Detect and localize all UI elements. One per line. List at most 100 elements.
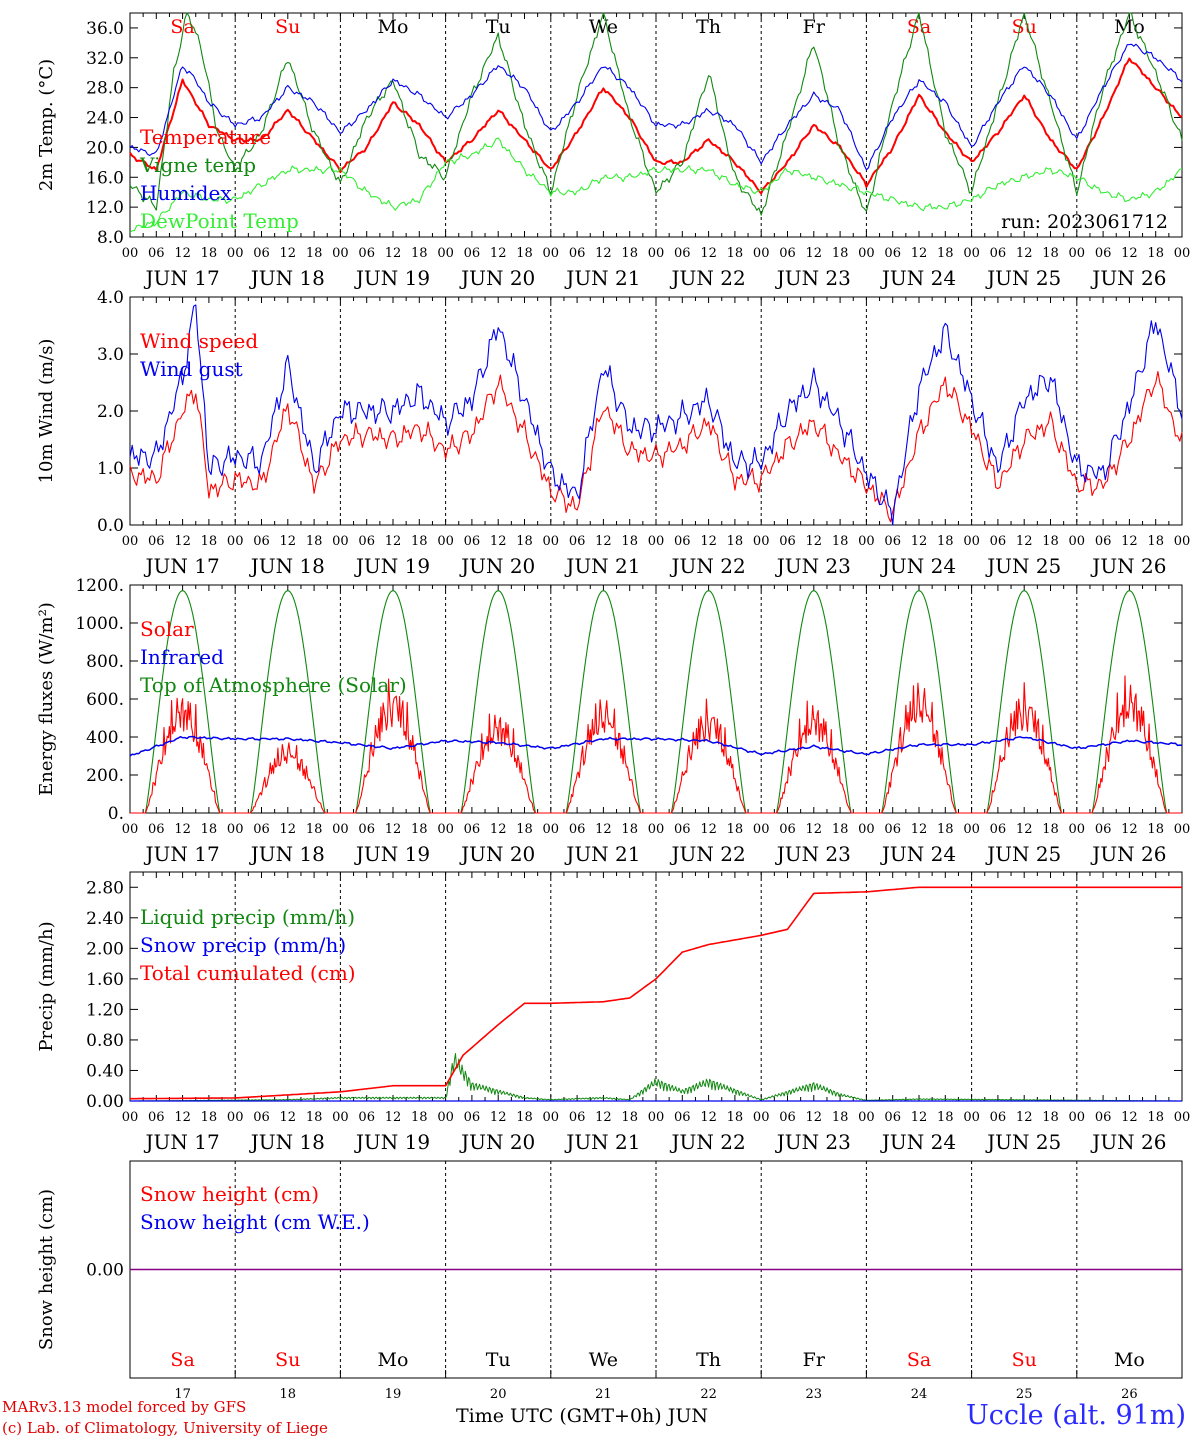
y-tick-label: 1.0 xyxy=(97,459,124,479)
day-label: JUN 26 xyxy=(1090,842,1166,866)
hour-tick-label: 12 xyxy=(911,534,928,549)
hour-tick-label: 06 xyxy=(464,1110,481,1125)
day-number-label: 20 xyxy=(490,1387,507,1400)
hour-tick-label: 18 xyxy=(306,246,323,261)
hour-tick-label: 12 xyxy=(700,246,717,261)
legend-entry: Infrared xyxy=(140,645,224,669)
day-label: JUN 25 xyxy=(985,554,1061,578)
y-tick-label: 800. xyxy=(86,652,124,672)
hour-tick-label: 12 xyxy=(700,1110,717,1125)
hour-tick-label: 18 xyxy=(832,1110,849,1125)
station-label: Uccle (alt. 91m) xyxy=(966,1400,1186,1431)
legend-entry: Total cumulated (cm) xyxy=(140,961,356,985)
hour-tick-label: 18 xyxy=(411,246,428,261)
hour-tick-label: 06 xyxy=(1095,822,1112,837)
day-label: JUN 23 xyxy=(775,266,851,290)
weekday-label-bottom: Mo xyxy=(378,1349,409,1371)
hour-tick-label: 00 xyxy=(963,246,980,261)
day-label: JUN 22 xyxy=(670,1130,746,1154)
series-green-line xyxy=(129,12,1183,216)
day-label: JUN 21 xyxy=(564,842,640,866)
y-axis-label: 10m Wind (m/s) xyxy=(36,339,57,484)
hour-tick-label: 12 xyxy=(806,1110,823,1125)
legend-entry: Humidex xyxy=(140,181,232,205)
y-tick-label: 1000. xyxy=(75,614,124,634)
hour-tick-label: 00 xyxy=(858,1110,875,1125)
day-label: JUN 22 xyxy=(670,266,746,290)
day-label: JUN 25 xyxy=(985,266,1061,290)
hour-tick-label: 00 xyxy=(753,246,770,261)
hour-tick-label: 00 xyxy=(227,822,244,837)
day-label: JUN 22 xyxy=(670,842,746,866)
hour-tick-label: 00 xyxy=(963,822,980,837)
weekday-label-top: Sa xyxy=(170,16,194,38)
y-tick-label: 600. xyxy=(86,690,124,710)
y-tick-label: 20.0 xyxy=(86,138,124,158)
hour-tick-label: 06 xyxy=(884,246,901,261)
hour-tick-label: 18 xyxy=(727,822,744,837)
hour-tick-label: 06 xyxy=(358,246,375,261)
hour-tick-label: 18 xyxy=(621,534,638,549)
weekday-label-top: Su xyxy=(275,16,300,38)
hour-tick-label: 18 xyxy=(1042,246,1059,261)
hour-tick-label: 12 xyxy=(1121,246,1138,261)
hour-tick-label: 06 xyxy=(464,246,481,261)
weekday-label-top: Su xyxy=(1012,16,1037,38)
hour-tick-label: 06 xyxy=(990,1110,1007,1125)
hour-tick-label: 18 xyxy=(411,1110,428,1125)
hour-tick-label: 12 xyxy=(490,534,507,549)
weekday-label-top: Th xyxy=(696,16,721,38)
hour-tick-label: 06 xyxy=(884,822,901,837)
day-label: JUN 19 xyxy=(354,266,430,290)
y-tick-label: 0.80 xyxy=(86,1031,124,1051)
series-blue-line xyxy=(129,43,1183,171)
legend-entry: Snow height (cm) xyxy=(140,1182,319,1206)
y-tick-label: 1.20 xyxy=(86,1000,124,1020)
hour-tick-label: 00 xyxy=(227,534,244,549)
weekday-label-bottom: Su xyxy=(1012,1349,1037,1371)
day-label: JUN 26 xyxy=(1090,1130,1166,1154)
hour-tick-label: 12 xyxy=(385,534,402,549)
hour-tick-label: 18 xyxy=(306,1110,323,1125)
x-axis-month: JUN xyxy=(667,1405,709,1427)
day-label: JUN 21 xyxy=(564,266,640,290)
y-tick-label: 3.0 xyxy=(97,345,124,365)
weekday-label-top: Tu xyxy=(486,16,511,38)
hour-tick-label: 12 xyxy=(1121,1110,1138,1125)
hour-tick-label: 00 xyxy=(227,246,244,261)
y-tick-label: 36.0 xyxy=(86,19,124,39)
hour-tick-label: 12 xyxy=(1121,534,1138,549)
hour-tick-label: 12 xyxy=(806,534,823,549)
series-solar-line xyxy=(130,675,1182,814)
legend-entry: Solar xyxy=(140,617,194,641)
hour-tick-label: 18 xyxy=(1147,246,1164,261)
weekday-label-bottom: Mo xyxy=(1114,1349,1145,1371)
y-tick-label: 200. xyxy=(86,766,124,786)
day-label: JUN 25 xyxy=(985,842,1061,866)
run-label: run: 2023061712 xyxy=(1001,211,1168,233)
hour-tick-label: 12 xyxy=(806,246,823,261)
hour-tick-label: 06 xyxy=(990,822,1007,837)
day-label: JUN 21 xyxy=(564,554,640,578)
day-label: JUN 22 xyxy=(670,554,746,578)
hour-tick-label: 12 xyxy=(806,822,823,837)
hour-tick-label: 00 xyxy=(1174,1110,1191,1125)
panel-3: 0. 200. 400. 600. 800. 1000. 1200. Energy fluxe… xyxy=(36,576,1190,866)
weekday-label-top: Mo xyxy=(1114,16,1145,38)
hour-tick-label: 12 xyxy=(595,246,612,261)
y-tick-label: 28.0 xyxy=(86,79,124,99)
hour-tick-label: 06 xyxy=(674,822,691,837)
hour-tick-label: 18 xyxy=(621,246,638,261)
hour-tick-label: 06 xyxy=(253,822,270,837)
hour-tick-label: 18 xyxy=(727,1110,744,1125)
hour-tick-label: 06 xyxy=(1095,246,1112,261)
day-label: JUN 17 xyxy=(144,1130,220,1154)
hour-tick-label: 00 xyxy=(437,1110,454,1125)
y-tick-label: 8.0 xyxy=(97,228,124,248)
hour-tick-label: 06 xyxy=(1095,534,1112,549)
hour-tick-label: 12 xyxy=(174,534,191,549)
hour-tick-label: 12 xyxy=(595,822,612,837)
hour-tick-label: 00 xyxy=(648,534,665,549)
hour-tick-label: 18 xyxy=(201,822,218,837)
hour-tick-label: 06 xyxy=(990,534,1007,549)
